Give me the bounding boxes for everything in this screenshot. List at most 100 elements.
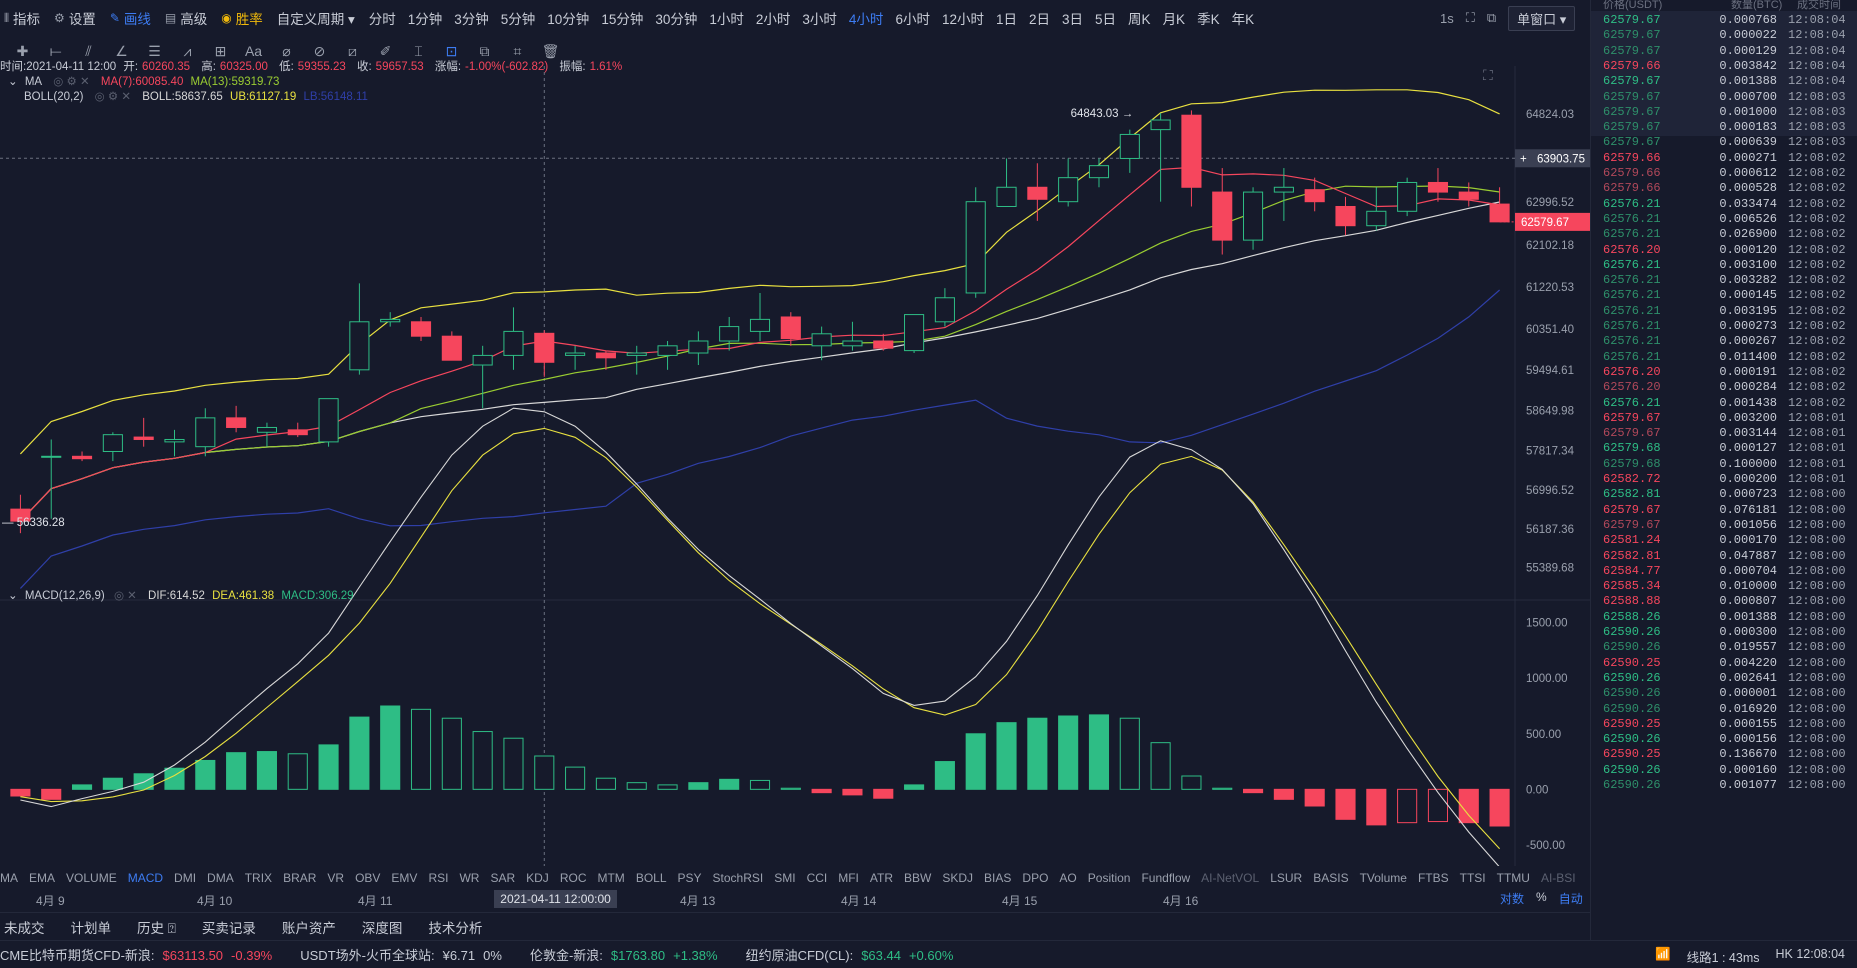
indicator-tab[interactable]: MFI xyxy=(838,871,859,885)
candle[interactable] xyxy=(934,288,955,327)
indicator-tab[interactable]: EMA xyxy=(29,871,56,885)
popout-icon[interactable]: ⧉ xyxy=(1486,10,1497,25)
toolbar-settings-button[interactable]: ⚙ 设置 xyxy=(54,8,96,28)
candle[interactable] xyxy=(1181,110,1202,207)
period-option[interactable]: 12小时 xyxy=(941,12,984,27)
period-option[interactable]: 年K xyxy=(1231,12,1255,27)
candle[interactable] xyxy=(1335,196,1356,236)
candle[interactable] xyxy=(657,341,678,370)
candle[interactable] xyxy=(1489,187,1510,223)
candle[interactable] xyxy=(441,331,462,361)
text-icon[interactable]: Aa xyxy=(244,43,263,59)
collapse-icon[interactable]: ⌄ xyxy=(8,590,18,602)
candle[interactable] xyxy=(318,398,339,447)
bottom-tab[interactable]: 买卖记录 xyxy=(201,920,256,936)
ticker-item[interactable]: CME比特币期货CFD-新浪: $63113.50 -0.39% xyxy=(0,945,272,964)
candle[interactable] xyxy=(256,422,277,447)
indicator-tab[interactable]: DPO xyxy=(1022,871,1049,885)
toolbar-advanced-button[interactable]: ▤ 高级 xyxy=(165,8,207,28)
period-option[interactable]: 3日 xyxy=(1062,12,1084,27)
pen-icon[interactable]: ✐ xyxy=(379,42,392,59)
line-latency[interactable]: 线路1 : 43ms xyxy=(1686,951,1760,965)
period-option[interactable]: 3分钟 xyxy=(454,12,489,27)
candle[interactable] xyxy=(688,331,709,366)
candle[interactable] xyxy=(1027,163,1048,221)
candle[interactable] xyxy=(595,350,616,370)
candle[interactable] xyxy=(1397,177,1418,217)
angle-icon[interactable]: ∠ xyxy=(115,42,128,59)
fullscreen-icon[interactable]: ⛶ xyxy=(1465,10,1475,25)
candle[interactable] xyxy=(1119,129,1140,173)
bottom-tab[interactable]: 未成交 xyxy=(4,920,45,936)
indicator-tab[interactable]: BBW xyxy=(904,871,932,885)
candle[interactable] xyxy=(133,417,154,447)
indicator-tab[interactable]: KDJ xyxy=(526,871,549,885)
edit-icon[interactable]: ⌗ xyxy=(513,42,522,59)
bottom-tab[interactable]: 深度图 xyxy=(361,920,403,936)
indicator-tab[interactable]: StochRSI xyxy=(712,871,764,885)
indicator-tab[interactable]: MACD xyxy=(127,871,164,885)
period-option[interactable]: 月K xyxy=(1162,12,1186,27)
indicator-tab[interactable]: AO xyxy=(1059,871,1077,885)
candle[interactable] xyxy=(164,429,185,457)
bottom-tab[interactable]: 账户资产 xyxy=(281,920,336,936)
indicator-tab[interactable]: AI-BSI xyxy=(1540,871,1576,885)
candle[interactable] xyxy=(1088,158,1110,188)
bottom-tab[interactable]: 技术分析 xyxy=(428,920,483,936)
candle[interactable] xyxy=(1273,168,1294,221)
period-option[interactable]: 15分钟 xyxy=(601,12,644,27)
candle[interactable] xyxy=(1366,187,1387,231)
indicator-tab[interactable]: PSY xyxy=(677,871,702,885)
ticker-item[interactable]: 伦敦金-新浪: $1763.80 +1.38% xyxy=(530,945,718,964)
indicator-tab[interactable]: FTBS xyxy=(1417,871,1449,885)
candle[interactable] xyxy=(1150,113,1171,202)
candle[interactable] xyxy=(1304,177,1325,212)
candle[interactable] xyxy=(503,307,524,370)
indicator-tab[interactable]: ATR xyxy=(869,871,894,885)
indicator-tab[interactable]: BIAS xyxy=(984,871,1012,885)
candle[interactable] xyxy=(41,439,62,519)
period-option[interactable]: 周K xyxy=(1128,12,1151,27)
candle[interactable] xyxy=(1427,168,1449,202)
axis-control[interactable]: 对数 xyxy=(1500,892,1525,906)
eye-icon[interactable]: ◎ ⚙ ✕ xyxy=(53,76,90,88)
crosshair-tool-icon[interactable]: ✚ xyxy=(16,42,29,59)
candle[interactable] xyxy=(349,283,370,375)
indicator-tab[interactable]: OBV xyxy=(355,871,381,885)
hide-icon[interactable]: ⊘ xyxy=(313,42,326,59)
bottom-tab[interactable]: 计划单 xyxy=(70,920,112,936)
indicator-tab[interactable]: TRIX xyxy=(244,871,273,885)
candle[interactable] xyxy=(10,494,31,534)
candle[interactable] xyxy=(811,326,832,361)
candle[interactable] xyxy=(410,316,432,341)
candle[interactable] xyxy=(1243,187,1264,250)
indicator-tab[interactable]: MA xyxy=(0,871,18,885)
trash-icon[interactable]: 🗑 xyxy=(541,42,560,59)
candle[interactable] xyxy=(287,422,308,438)
plus-icon[interactable]: + xyxy=(1520,153,1527,165)
indicator-tab[interactable]: BOLL xyxy=(635,871,667,885)
ticker-item[interactable]: 纽约原油CFD(CL): $63.44 +0.60% xyxy=(746,945,954,964)
indicator-tab[interactable]: LSUR xyxy=(1270,871,1303,885)
ruler-icon[interactable]: ⧄ xyxy=(348,42,357,59)
period-option[interactable]: 季K xyxy=(1197,12,1220,27)
trend-lines-icon[interactable]: ⫽ xyxy=(85,42,92,59)
indicator-tab[interactable]: DMI xyxy=(174,871,197,885)
eraser-icon[interactable]: ⌀ xyxy=(282,42,291,59)
toolbar-win-rate-button[interactable]: ◉ 胜率 xyxy=(221,8,262,28)
parallel-lines-icon[interactable]: ☰ xyxy=(148,42,161,59)
indicator-tab[interactable]: Fundflow xyxy=(1141,871,1191,885)
bottom-tab[interactable]: 历史 ⍰ xyxy=(137,920,176,936)
copy-icon[interactable]: ⧉ xyxy=(479,42,490,59)
wave-icon[interactable]: ⩘ xyxy=(183,42,192,59)
indicator-tab[interactable]: TVolume xyxy=(1359,871,1407,885)
candle[interactable] xyxy=(1212,168,1233,255)
indicator-tab[interactable]: SAR xyxy=(490,871,516,885)
indicator-tab[interactable]: CCI xyxy=(806,871,828,885)
period-option[interactable]: 1日 xyxy=(995,12,1017,27)
candle[interactable] xyxy=(71,451,93,462)
indicator-tab[interactable]: Position xyxy=(1087,871,1131,885)
period-option[interactable]: 6小时 xyxy=(895,12,930,27)
candle[interactable] xyxy=(719,316,740,351)
candle[interactable] xyxy=(965,187,986,298)
